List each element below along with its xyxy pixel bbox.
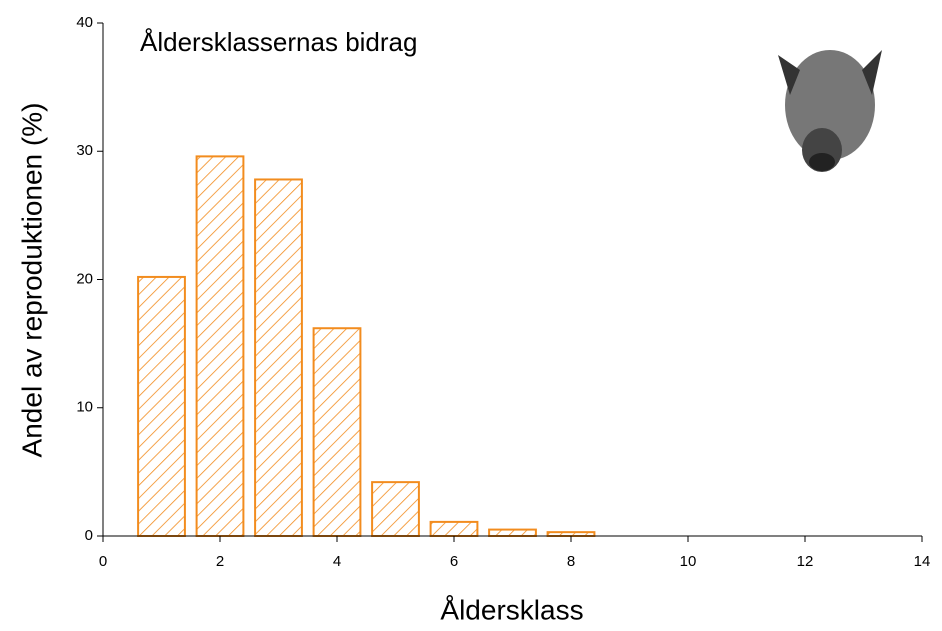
- bar: [137, 275, 186, 537]
- bar: [371, 481, 420, 538]
- y-tick-label: 10: [76, 399, 93, 416]
- x-axis-label: Åldersklass: [440, 594, 583, 625]
- bar: [429, 520, 479, 538]
- bar: [488, 528, 537, 538]
- x-tick-label: 10: [680, 553, 697, 570]
- x-tick-label: 2: [216, 553, 224, 570]
- x-tick-label: 12: [797, 553, 814, 570]
- y-tick-label: 30: [76, 142, 93, 159]
- y-tick-label: 0: [85, 527, 93, 544]
- x-tick-label: 0: [99, 553, 107, 570]
- bar: [254, 178, 303, 537]
- x-tick-label: 8: [567, 553, 575, 570]
- bar: [312, 327, 362, 537]
- x-tick-label: 4: [333, 553, 341, 570]
- bar: [195, 155, 245, 537]
- y-tick-label: 20: [76, 270, 93, 287]
- x-tick-label: 6: [450, 553, 458, 570]
- boar-illustration: [778, 50, 882, 172]
- y-tick-label: 40: [76, 14, 93, 31]
- y-axis-label: Andel av reproduktionen (%): [16, 103, 47, 458]
- bar: [546, 531, 596, 538]
- chart-title: Åldersklassernas bidrag: [140, 27, 417, 57]
- x-tick-label: 14: [914, 553, 931, 570]
